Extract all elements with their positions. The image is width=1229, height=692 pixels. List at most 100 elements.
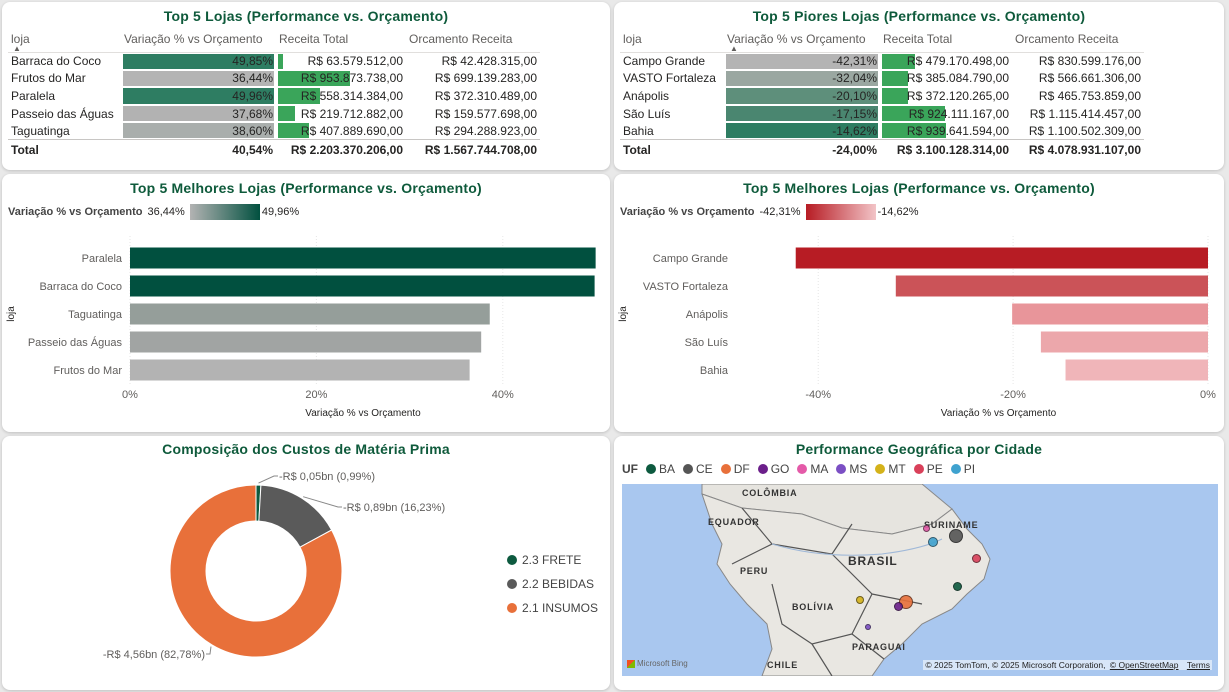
cell-receita: R$ 924.111.167,00 [880,105,1012,123]
bar[interactable] [130,359,470,381]
map-legend-item[interactable]: MS [836,462,867,476]
bar[interactable] [1065,359,1208,381]
map-legend-item[interactable]: DF [720,462,750,476]
legend-dot-icon [720,464,731,474]
cell-variacao: -42,31% [724,52,880,70]
map-legend-item[interactable]: MA [797,462,828,476]
cell-loja: VASTO Fortaleza [623,71,716,86]
cell-loja: Barraca do Coco [11,54,102,69]
legend-dot-icon [797,464,808,474]
bar[interactable] [130,303,490,325]
legend-dot-icon [507,579,517,589]
cell-orcamento: R$ 566.661.306,00 [1038,71,1141,86]
total-row: Total 40,54% R$ 2.203.370.206,00 R$ 1.567.7… [8,139,540,159]
map-point[interactable] [928,537,938,547]
map-point[interactable] [865,624,871,630]
total-label: Total [620,139,724,159]
bar[interactable] [895,275,1208,297]
map-legend-item[interactable]: GO [757,462,790,476]
cell-variacao: 38,60% [121,122,276,140]
terms-link[interactable]: Terms [1186,660,1210,670]
col-variacao[interactable]: Variação % vs Orçamento [724,26,880,53]
legend-min: 36,44% [147,206,185,218]
map-point[interactable] [949,529,963,543]
table-row[interactable]: Barraca do Coco 49,85% R$ 63.579.512,00 R$ … [8,52,540,70]
category-label: Frutos do Mar [54,365,123,377]
donut-legend-item[interactable]: 2.3 FRETE [507,548,598,572]
legend-label: Variação % vs Orçamento [620,206,755,218]
map-point[interactable] [856,596,864,604]
category-label: Barraca do Coco [39,281,122,293]
map-legend-item[interactable]: PI [950,462,975,476]
cell-orcamento: R$ 159.577.698,00 [434,106,537,121]
legend-code: BA [659,462,676,476]
bar[interactable] [130,275,595,297]
col-receita[interactable]: Receita Total [880,26,1012,53]
col-variacao[interactable]: Variação % vs Orçamento [121,26,276,53]
map-legend-item[interactable]: CE [683,462,713,476]
map-point[interactable] [972,554,981,563]
bar[interactable] [1012,303,1208,325]
legend-code: DF [733,462,750,476]
table-row[interactable]: Passeio das Águas 37,68% R$ 219.712.882,00… [8,105,540,123]
table-row[interactable]: Bahia -14,62% R$ 939.641.594,00 R$ 1.100.50… [620,122,1144,140]
table-row[interactable]: Anápolis -20,10% R$ 372.120.265,00 R$ 465.7… [620,87,1144,105]
x-tick-label: -20% [1000,389,1026,401]
donut-legend-item[interactable]: 2.1 INSUMOS [507,596,598,620]
bar[interactable] [795,247,1208,269]
legend-dot-icon [836,464,847,474]
cell-variacao: -20,10% [724,87,880,105]
table-row[interactable]: São Luís -17,15% R$ 924.111.167,00 R$ 1.115… [620,105,1144,123]
bar[interactable] [130,247,596,269]
x-tick-label: 0% [122,389,138,401]
col-loja[interactable]: loja [620,26,724,53]
bar[interactable] [1040,331,1208,353]
table-row[interactable]: Frutos do Mar 36,44% R$ 953.873.738,00 R$ 6… [8,70,540,88]
cell-loja: Campo Grande [623,54,706,69]
col-loja[interactable]: loja [8,26,121,53]
cell-loja: Anápolis [623,88,670,103]
table-row[interactable]: Campo Grande -42,31% R$ 479.170.498,00 R$ 8… [620,52,1144,70]
best-bar-chart-card: Top 5 Melhores Lojas (Performance vs. Or… [2,174,610,432]
col-orcamento[interactable]: Orcamento Receita [1012,26,1144,53]
osm-link[interactable]: © OpenStreetMap [1109,660,1179,670]
best-chart-title: Top 5 Melhores Lojas (Performance vs. Or… [130,180,482,196]
table-row[interactable]: Paralela 49,96% R$ 558.314.384,00 R$ 372.31… [8,87,540,105]
map-legend-item[interactable]: BA [646,462,675,476]
cell-orcamento: R$ 372.310.489,00 [434,88,537,103]
map-legend-item[interactable]: PE [913,462,943,476]
map-canvas[interactable]: COLÔMBIA SURINAME EQUADOR PERU BRASIL BOLÍVIA… [622,484,1218,676]
legend-text: 2.3 FRETE [522,553,582,567]
legend-dot-icon [875,464,886,474]
legend-dot-icon [646,464,656,474]
map-attribution: © 2025 TomTom, © 2025 Microsoft Corporat… [923,660,1212,670]
bar[interactable] [130,331,482,353]
land-continent [701,493,991,676]
cell-variacao: 49,96% [121,87,276,105]
table-row[interactable]: VASTO Fortaleza -32,04% R$ 385.084.790,00 R… [620,70,1144,88]
map-point[interactable] [953,582,962,591]
cell-loja: Bahia [623,123,654,138]
best-bar-chart: 0% 20% 40% Paralela Barraca do Coco Taguating… [6,236,596,419]
col-orcamento[interactable]: Orcamento Receita [406,26,540,53]
y-axis-title: loja [6,306,17,322]
cell-orcamento: R$ 1.115.414.457,00 [1029,106,1141,121]
category-label: Taguatinga [68,309,123,321]
map-place-label: PERU [740,566,769,576]
legend-dot-icon [757,464,768,474]
legend-dot-icon [950,464,961,474]
donut-slice[interactable] [169,484,343,658]
donut-legend-item[interactable]: 2.2 BEBIDAS [507,572,598,596]
map-legend-item[interactable]: MT [875,462,906,476]
map-place-label: EQUADOR [708,517,760,527]
cell-orcamento: R$ 465.753.859,00 [1038,88,1141,103]
map-point[interactable] [923,525,930,532]
table-row[interactable]: Taguatinga 38,60% R$ 407.889.690,00 R$ 294.… [8,122,540,140]
legend-code: MT [888,462,906,476]
category-label: Anápolis [686,309,729,321]
col-receita[interactable]: Receita Total [276,26,406,53]
map-point[interactable] [894,602,903,611]
cell-orcamento: R$ 294.288.923,00 [434,123,537,138]
legend-max: 49,96% [261,206,300,218]
legend-code: GO [770,462,790,476]
